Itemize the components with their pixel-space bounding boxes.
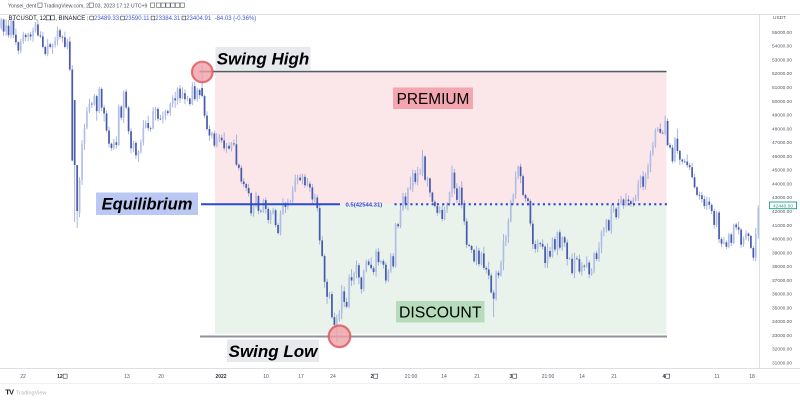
svg-text:USDT: USDT — [773, 15, 786, 21]
svg-text:03, 2023 17:12 UTC+9: 03, 2023 17:12 UTC+9 — [95, 3, 148, 9]
svg-text:Swing Low: Swing Low — [229, 342, 320, 361]
svg-text:42440.00: 42440.00 — [773, 203, 793, 209]
svg-text:18: 18 — [749, 374, 755, 380]
svg-text:2: 2 — [371, 374, 374, 380]
svg-text:31000.00: 31000.00 — [772, 361, 792, 367]
svg-text:13: 13 — [124, 374, 130, 380]
svg-text:20: 20 — [158, 374, 164, 380]
svg-text:49000.00: 49000.00 — [772, 113, 792, 119]
svg-text:TV: TV — [5, 387, 15, 396]
svg-text:14: 14 — [441, 374, 447, 380]
svg-text:3: 3 — [510, 374, 513, 380]
svg-text:52000.00: 52000.00 — [772, 71, 792, 77]
svg-text:41000.00: 41000.00 — [772, 223, 792, 229]
svg-text:43000.00: 43000.00 — [772, 195, 792, 201]
svg-text:-84.03 (-0.36%): -84.03 (-0.36%) — [215, 16, 257, 22]
svg-text:21: 21 — [611, 374, 617, 380]
svg-text:24: 24 — [330, 374, 336, 380]
svg-text:|: | — [87, 16, 88, 22]
svg-text:2022: 2022 — [215, 374, 226, 380]
svg-text:45000.00: 45000.00 — [772, 168, 792, 174]
svg-text:38000.00: 38000.00 — [772, 264, 792, 270]
svg-text:TradingView.com, 2: TradingView.com, 2 — [44, 3, 89, 9]
svg-text:21:00: 21:00 — [542, 374, 555, 380]
svg-text:42000.00: 42000.00 — [772, 209, 792, 215]
svg-text:34000.00: 34000.00 — [772, 319, 792, 325]
svg-text:17: 17 — [298, 374, 304, 380]
svg-text:Swing High: Swing High — [217, 50, 310, 69]
svg-text:21: 21 — [474, 374, 480, 380]
svg-text:, BINANCE: , BINANCE — [55, 16, 85, 22]
svg-text:44000.00: 44000.00 — [772, 181, 792, 187]
svg-text:46000.00: 46000.00 — [772, 154, 792, 160]
svg-text:51000.00: 51000.00 — [772, 85, 792, 91]
svg-text:23384.31: 23384.31 — [155, 16, 181, 22]
svg-text:Equilibrium: Equilibrium — [102, 196, 193, 214]
svg-text:37000.00: 37000.00 — [772, 278, 792, 284]
svg-text:22: 22 — [20, 374, 26, 380]
svg-text:Yonsei_dent: Yonsei_dent — [8, 3, 37, 9]
svg-text:36000.00: 36000.00 — [772, 292, 792, 298]
svg-text:BTCUSDT, 12: BTCUSDT, 12 — [9, 16, 47, 22]
svg-text:35000.00: 35000.00 — [772, 305, 792, 311]
svg-text:14: 14 — [579, 374, 585, 380]
svg-text:53000.00: 53000.00 — [772, 58, 792, 64]
svg-text:33000.00: 33000.00 — [772, 333, 792, 339]
svg-text:40000.00: 40000.00 — [772, 237, 792, 243]
svg-text:10: 10 — [263, 374, 269, 380]
svg-text:39000.00: 39000.00 — [772, 250, 792, 256]
svg-text:55000.00: 55000.00 — [772, 30, 792, 36]
svg-text:DISCOUNT: DISCOUNT — [399, 304, 482, 321]
svg-text:23404.91: 23404.91 — [186, 16, 212, 22]
svg-text:48000.00: 48000.00 — [772, 126, 792, 132]
svg-text:23590.11: 23590.11 — [125, 16, 150, 22]
svg-text:12: 12 — [57, 374, 63, 380]
svg-text:50000.00: 50000.00 — [772, 99, 792, 105]
svg-text:23489.33: 23489.33 — [94, 16, 120, 22]
svg-text:PREMIUM: PREMIUM — [397, 91, 470, 108]
svg-text:54000.00: 54000.00 — [772, 44, 792, 50]
svg-text:0.5(42544.31): 0.5(42544.31) — [346, 202, 383, 208]
svg-text:TradingView: TradingView — [16, 390, 48, 396]
svg-text:4: 4 — [663, 374, 666, 380]
svg-text:11: 11 — [714, 374, 719, 380]
svg-text:32000.00: 32000.00 — [772, 347, 792, 353]
svg-text:21:00: 21:00 — [405, 374, 418, 380]
svg-text:47000.00: 47000.00 — [772, 140, 792, 146]
